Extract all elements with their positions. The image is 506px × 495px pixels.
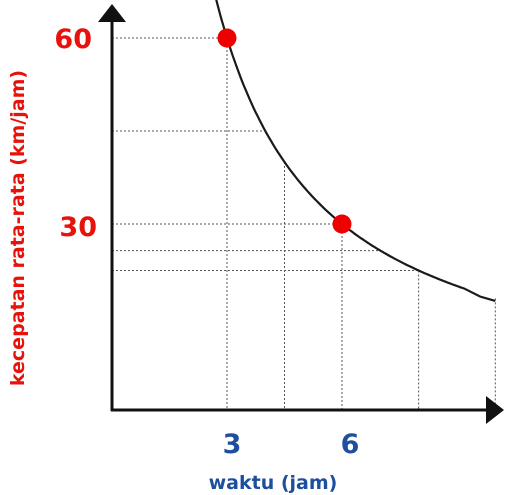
axes — [98, 4, 504, 424]
x-tick-labels: 3 6 — [223, 429, 360, 460]
y-tick-labels: 60 30 — [54, 24, 97, 243]
y-tick-label-60: 60 — [54, 24, 92, 55]
y-axis-label: kecepatan rata-rata (km/jam) — [7, 70, 29, 386]
y-tick-label-30: 30 — [59, 212, 97, 243]
grid-lines — [112, 37, 496, 410]
data-points — [217, 28, 352, 234]
y-axis-arrow-icon — [98, 4, 126, 22]
x-axis-label: waktu (jam) — [209, 472, 338, 494]
data-point — [332, 214, 352, 234]
data-point — [217, 28, 237, 48]
x-axis-arrow-icon — [486, 396, 504, 424]
series-line — [215, 0, 496, 302]
x-tick-label-3: 3 — [223, 429, 242, 460]
x-tick-label-6: 6 — [341, 429, 360, 460]
